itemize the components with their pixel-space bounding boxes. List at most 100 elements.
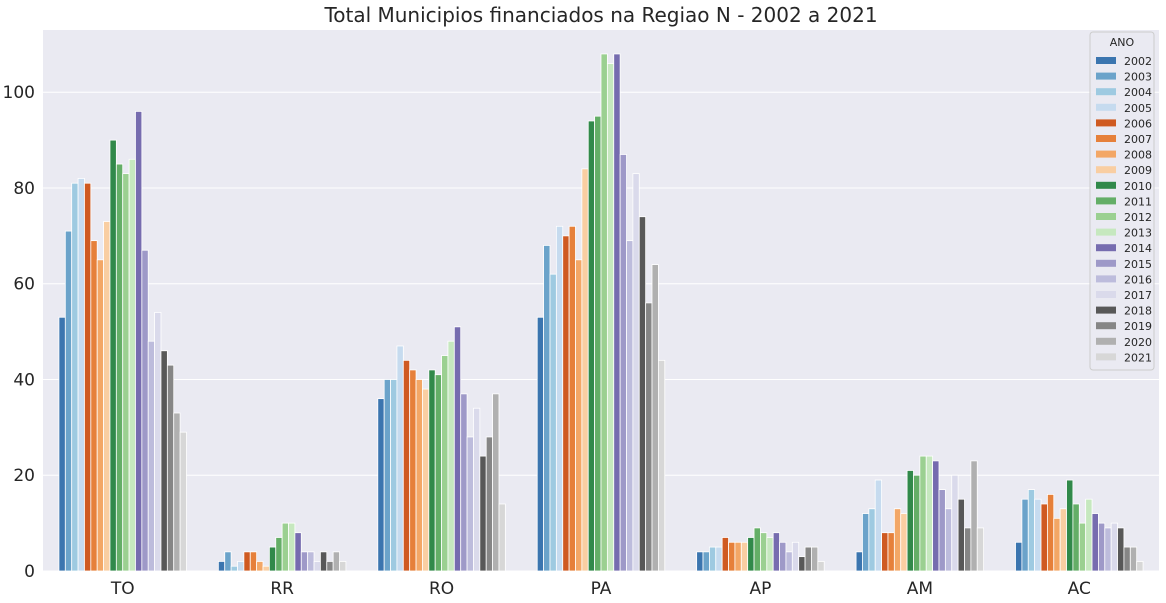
bar-TO-2016	[147, 340, 155, 572]
bar-AP-2009	[740, 541, 749, 572]
bar-RR-2009	[262, 565, 270, 572]
legend-swatch-2017	[1096, 291, 1116, 298]
bar-RR-2006	[243, 551, 251, 572]
bar-AM-2005	[874, 479, 882, 572]
bar-RO-2019	[485, 436, 493, 572]
y-tick-label: 20	[13, 466, 35, 486]
legend-label: 2008	[1124, 149, 1152, 162]
bar-RR-2004	[230, 565, 238, 572]
bar-PA-2012	[600, 53, 608, 572]
y-tick-label: 60	[13, 275, 35, 295]
bar-PA-2018	[638, 216, 647, 572]
legend-swatch-2015	[1096, 259, 1116, 267]
bar-PA-2014	[613, 53, 621, 572]
bar-RO-2017	[473, 407, 481, 572]
bar-RR-2003	[224, 551, 232, 572]
legend-label: 2011	[1124, 195, 1152, 208]
legend-swatch-2011	[1096, 197, 1116, 205]
legend-swatch-2013	[1096, 228, 1116, 236]
bar-AC-2020	[1129, 546, 1138, 572]
bar-TO-2014	[135, 110, 143, 572]
legend-label: 2003	[1124, 71, 1152, 84]
bar-TO-2013	[128, 158, 136, 572]
legend-label: 2020	[1124, 336, 1152, 349]
bars	[58, 53, 1144, 572]
bar-AM-2013	[925, 455, 934, 572]
bar-RO-2010	[428, 369, 436, 572]
bar-TO-2012	[122, 173, 130, 572]
legend-label: 2004	[1124, 86, 1152, 99]
bar-AC-2002	[1015, 541, 1023, 572]
legend-swatch-2012	[1096, 213, 1116, 220]
bar-AP-2003	[702, 551, 710, 572]
bar-AM-2008	[893, 508, 902, 572]
legend-swatch-2018	[1096, 306, 1116, 314]
bar-TO-2006	[84, 182, 92, 572]
bar-AC-2004	[1027, 489, 1036, 572]
bar-PA-2008	[575, 259, 583, 572]
legend-box	[1089, 31, 1155, 371]
bar-RR-2012	[281, 522, 289, 572]
legend-swatch-2002	[1096, 57, 1116, 64]
bar-AC-2013	[1085, 498, 1093, 572]
x-tick-label: RO	[429, 579, 454, 599]
bar-RO-2021	[498, 503, 506, 572]
bar-RR-2011	[275, 537, 283, 572]
legend-label: 2017	[1124, 289, 1152, 302]
bar-AM-2016	[944, 508, 953, 572]
bar-RO-2011	[434, 374, 442, 572]
bar-AM-2003	[862, 513, 870, 572]
bar-RO-2012	[441, 355, 449, 572]
bar-RO-2014	[453, 326, 462, 572]
bar-AC-2015	[1098, 522, 1106, 572]
legend-label: 2005	[1124, 102, 1152, 115]
bar-AP-2004	[709, 546, 717, 572]
legend-label: 2014	[1124, 242, 1152, 255]
bar-AM-2019	[964, 527, 972, 572]
bar-AM-2010	[906, 470, 914, 572]
bar-PA-2007	[568, 225, 576, 572]
legend-label: 2018	[1124, 305, 1152, 318]
bar-PA-2009	[581, 168, 589, 572]
legend-label: 2013	[1124, 227, 1152, 240]
legend-swatch-2010	[1096, 181, 1116, 189]
legend-label: 2021	[1124, 351, 1152, 364]
bar-RO-2013	[447, 340, 455, 572]
legend-swatch-2003	[1096, 72, 1116, 80]
bar-TO-2011	[115, 163, 124, 572]
legend-swatch-2019	[1096, 322, 1116, 330]
y-tick-label: 80	[13, 179, 35, 199]
x-tick-label: RR	[270, 579, 294, 599]
bar-AC-2016	[1104, 527, 1112, 572]
legend-swatch-2004	[1096, 88, 1116, 96]
x-tick-label: TO	[110, 579, 135, 599]
bar-AM-2004	[868, 508, 876, 572]
legend-label: 2002	[1124, 55, 1152, 68]
bar-RR-2002	[217, 561, 226, 572]
bar-AP-2005	[715, 546, 723, 572]
bar-PA-2005	[555, 225, 564, 572]
bar-RR-2018	[320, 551, 328, 572]
x-tick-label: PA	[591, 579, 612, 599]
bar-AC-2011	[1072, 503, 1080, 572]
y-axis-ticks: 0 20 40 60 80 100	[3, 83, 35, 582]
bar-AC-2007	[1047, 493, 1055, 572]
legend-label: 2019	[1124, 320, 1152, 333]
bar-AM-2015	[938, 489, 946, 572]
bar-RO-2009	[422, 388, 430, 572]
legend-label: 2015	[1124, 258, 1152, 271]
bar-AM-2002	[855, 551, 863, 572]
bar-AP-2019	[804, 546, 812, 572]
bar-AM-2006	[881, 532, 889, 572]
bar-AM-2012	[919, 455, 927, 572]
bar-RR-2020	[332, 551, 340, 572]
bar-AC-2017	[1110, 522, 1118, 572]
legend-swatch-2009	[1096, 166, 1116, 174]
legend-swatch-2016	[1096, 275, 1116, 283]
bar-RO-2002	[377, 398, 385, 572]
bar-PA-2002	[536, 316, 545, 572]
bar-AP-2020	[811, 546, 819, 572]
bar-AM-2011	[913, 474, 921, 572]
legend-label: 2016	[1124, 273, 1152, 286]
